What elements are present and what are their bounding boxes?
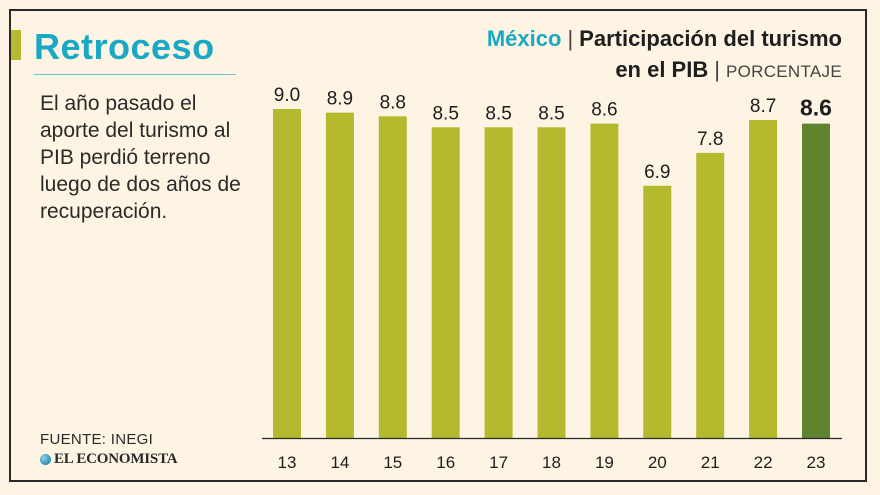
bar-15 xyxy=(378,116,407,439)
x-tick-21: 21 xyxy=(701,453,720,472)
x-tick-19: 19 xyxy=(595,453,614,472)
bar-21 xyxy=(696,152,725,438)
value-label-13: 9.0 xyxy=(274,85,300,106)
chart-title-main: Participación del turismo xyxy=(579,26,842,51)
description: El año pasado el aporte del turismo al P… xyxy=(40,92,241,223)
x-tick-14: 14 xyxy=(330,453,349,472)
x-tick-13: 13 xyxy=(278,453,297,472)
value-label-16: 8.5 xyxy=(432,103,458,124)
bar-14 xyxy=(325,112,354,439)
bar-20 xyxy=(643,185,672,438)
accent-bar xyxy=(11,30,21,60)
headline: Retroceso xyxy=(34,26,215,67)
chart-title-line2: en el PIB | PORCENTAJE xyxy=(615,57,842,83)
brand-icon xyxy=(40,454,51,465)
bar-22 xyxy=(749,119,778,438)
value-label-22: 8.7 xyxy=(750,96,776,117)
chart-unit: PORCENTAJE xyxy=(725,62,842,81)
value-label-19: 8.6 xyxy=(591,100,617,121)
source-note: FUENTE: INEGI xyxy=(40,431,154,448)
brand-logo: EL ECONOMISTA xyxy=(40,451,178,468)
chart-title-line1: México | Participación del turismo xyxy=(487,26,842,52)
value-label-21: 7.8 xyxy=(697,129,723,150)
chart-title-country: México xyxy=(486,26,562,51)
bar-13 xyxy=(273,109,301,438)
bar-17 xyxy=(484,127,513,439)
x-tick-17: 17 xyxy=(489,453,508,472)
x-tick-18: 18 xyxy=(542,453,561,472)
value-label-17: 8.5 xyxy=(485,103,511,124)
value-label-18: 8.5 xyxy=(538,103,564,124)
x-tick-15: 15 xyxy=(383,453,402,472)
x-tick-22: 22 xyxy=(754,453,773,472)
value-label-14: 8.9 xyxy=(327,89,353,110)
brand-name: EL ECONOMISTA xyxy=(54,451,178,467)
title-separator: | xyxy=(567,26,574,51)
bar-23 xyxy=(802,123,830,438)
headline-rule xyxy=(34,74,236,75)
x-tick-16: 16 xyxy=(436,453,455,472)
chart-title-sub: en el PIB xyxy=(615,57,709,82)
title-separator: | xyxy=(714,57,720,82)
value-label-23: 8.6 xyxy=(800,95,832,121)
bar-16 xyxy=(431,127,460,439)
value-label-15: 8.8 xyxy=(380,92,406,113)
bar-18 xyxy=(537,127,566,439)
x-tick-23: 23 xyxy=(807,453,826,472)
bar-19 xyxy=(590,123,619,438)
x-tick-20: 20 xyxy=(648,453,667,472)
chart-frame xyxy=(9,9,867,482)
value-label-20: 6.9 xyxy=(644,162,670,183)
